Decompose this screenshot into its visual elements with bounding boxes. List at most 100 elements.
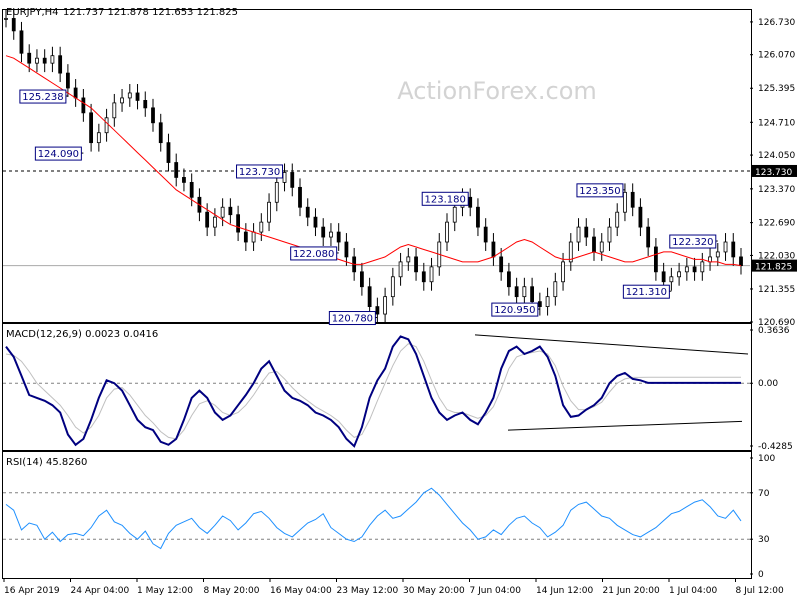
candle-body (653, 246, 658, 273)
candle-body (158, 122, 163, 144)
x-axis-label: 16 May 04:00 (270, 586, 332, 596)
candle-body (305, 206, 310, 218)
price-tag-label: 123.350 (579, 186, 620, 197)
candle-body (584, 226, 589, 238)
price-axis-label: 121.355 (758, 285, 795, 295)
price-tag-box (34, 146, 82, 161)
price-tag-label: 122.320 (672, 237, 713, 248)
candle-body (429, 266, 434, 283)
candle-body (267, 201, 271, 223)
candle-body (661, 271, 666, 283)
candle-body (445, 221, 449, 243)
price-tag-box (491, 302, 539, 317)
candle-body (282, 172, 287, 183)
ohlc-values: 121.737 121.878 121.653 121.825 (63, 7, 238, 18)
price-axis-label: 124.710 (758, 118, 795, 128)
candle-body (212, 216, 217, 228)
candle-body (452, 206, 457, 223)
candle-body (166, 142, 171, 163)
x-axis-label: 8 May 20:00 (204, 586, 260, 596)
price-axis-label: 125.395 (758, 84, 795, 94)
candle-body (313, 216, 318, 228)
candle-body (545, 296, 550, 307)
candle-body (367, 286, 372, 307)
candle-body (568, 241, 573, 263)
candle-body (553, 281, 558, 298)
x-axis-label: 16 Apr 2019 (4, 586, 60, 596)
price-tag-box (421, 191, 469, 206)
candle-body (58, 55, 63, 74)
candle-body (11, 18, 16, 32)
price-tag-label: 123.730 (239, 167, 280, 178)
x-axis-label: 7 Jun 04:00 (470, 586, 522, 596)
price-tag-box (19, 89, 67, 104)
candle-body (669, 276, 674, 283)
candle-body (383, 296, 388, 315)
candle-body (336, 231, 341, 243)
price-marker-label: 121.825 (755, 263, 792, 273)
x-axis-label: 8 Jul 12:00 (736, 586, 785, 596)
candle-body (182, 177, 186, 183)
candle-body (514, 286, 519, 298)
price-axis-label: 122.030 (758, 251, 795, 261)
candle-body (143, 100, 148, 109)
candle-body (135, 92, 140, 101)
macd-line (5, 335, 741, 448)
rsi-axis-label: 30 (758, 535, 770, 545)
candle-body (298, 186, 302, 208)
candle-body (321, 226, 326, 238)
macd-lower-trendline (507, 420, 743, 431)
price-axis-label: 126.730 (758, 18, 795, 28)
candle-body (406, 256, 411, 263)
price-tag-label: 123.180 (425, 194, 466, 205)
candle-body (692, 266, 697, 273)
macd-axis-label: 0.00 (758, 379, 778, 389)
candle-body (259, 221, 264, 233)
price-tag-box (622, 284, 670, 299)
price-tag-label: 120.780 (332, 314, 373, 325)
candle-body (623, 191, 627, 213)
candle-body (205, 211, 210, 228)
candle-body (421, 271, 426, 283)
candle-body (251, 231, 256, 243)
candle-body (638, 206, 643, 228)
macd-upper-trendline (474, 334, 749, 355)
candle-body (174, 162, 179, 178)
candle-body (491, 241, 496, 258)
candle-body (120, 97, 124, 104)
axis-layer: 123.730 121.825 126.730 126.070 125.395 124.7… (3, 18, 797, 596)
candle-body (274, 181, 279, 203)
candle-body (483, 226, 488, 243)
candle-body (344, 241, 349, 258)
candle-body (104, 117, 109, 134)
price-tag-box (236, 164, 284, 179)
macd-panel-frame (2, 323, 752, 451)
macd-layer (3, 334, 750, 448)
price-marker-label: 123.730 (755, 168, 792, 178)
candle-body (19, 30, 24, 54)
x-axis-label: 30 May 20:00 (403, 586, 465, 596)
candle-body (646, 226, 651, 248)
macd-axis-label: -0.4285 (758, 442, 793, 452)
candle-body (220, 206, 225, 218)
candle-body (522, 286, 527, 298)
candle-body (290, 172, 295, 188)
symbol-label: EURJPY,H4 (6, 7, 59, 18)
candle-body (537, 301, 542, 307)
price-tag-label: 121.310 (626, 287, 667, 298)
x-axis-label: 1 May 12:00 (137, 586, 193, 596)
price-tag-box (328, 311, 376, 326)
macd-title: MACD(12,26,9) 0.0023 0.0416 (6, 329, 158, 340)
price-axis-label: 124.050 (758, 151, 795, 161)
candle-body (73, 87, 78, 99)
candle-body (530, 286, 535, 303)
candle-body (615, 211, 620, 228)
candle-body (715, 251, 720, 258)
candle-body (476, 206, 480, 228)
rsi-axis-label: 0 (758, 570, 764, 580)
price-tag-label: 122.080 (293, 249, 334, 260)
candle-body (243, 231, 248, 243)
price-axis-label: 122.690 (758, 219, 795, 229)
candle-body (607, 226, 612, 243)
x-axis-label: 14 Jun 12:00 (536, 586, 593, 596)
